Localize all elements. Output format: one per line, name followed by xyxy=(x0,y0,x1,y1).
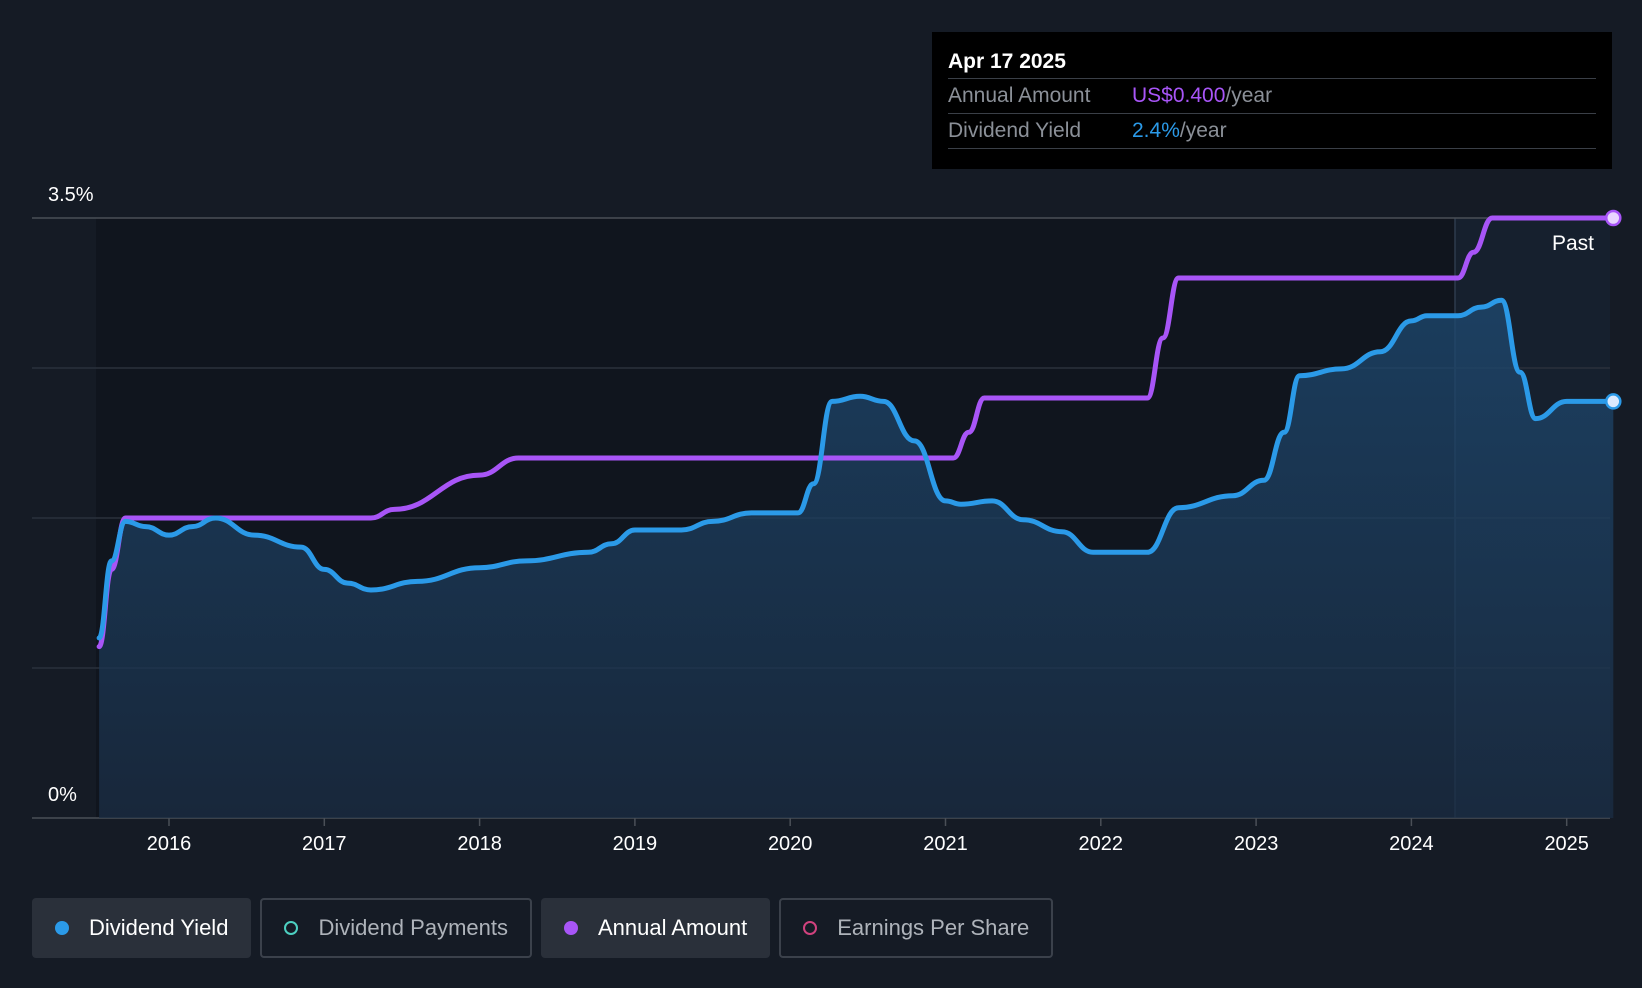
x-tick-label: 2023 xyxy=(1234,833,1279,855)
y-axis-bottom-label: 0% xyxy=(48,784,77,806)
x-tick-label: 2017 xyxy=(302,833,347,855)
dividend-yield-line xyxy=(96,297,1616,641)
dividend-yield-end-marker xyxy=(1605,393,1622,410)
tooltip-date: Apr 17 2025 xyxy=(948,50,1066,73)
tooltip-label: Annual Amount xyxy=(948,84,1091,107)
tooltip-suffix: /year xyxy=(1225,84,1273,107)
past-label: Past xyxy=(1552,232,1594,255)
legend-ring-icon xyxy=(284,921,299,935)
x-tick-label: 2022 xyxy=(1079,833,1124,855)
legend-dividend-payments-button[interactable]: Dividend Payments xyxy=(260,898,532,958)
tooltip-suffix: /year xyxy=(1179,119,1227,142)
y-axis-top-label: 3.5% xyxy=(48,184,94,206)
legend-ring-icon xyxy=(803,921,818,935)
tooltip-row-annual-amount: Annual Amount US$0.400 /year xyxy=(948,78,1596,113)
annual-amount-end-marker xyxy=(1605,209,1622,227)
legend-label: Dividend Payments xyxy=(318,915,508,940)
tooltip-value: US$0.400 xyxy=(1132,84,1226,107)
legend-dot-icon xyxy=(563,921,578,935)
legend-label: Dividend Yield xyxy=(89,915,229,940)
dividend-yield-area xyxy=(99,300,1614,818)
legend-dividend-yield-button[interactable]: Dividend Yield xyxy=(32,898,252,958)
x-tick-label: 2018 xyxy=(457,833,502,855)
x-tick-label: 2024 xyxy=(1389,833,1434,855)
tooltip-value: 2.4% xyxy=(1132,119,1180,142)
x-axis-ticks: 2016 2017 2018 2019 2020 2021 2022 2023 2024 2025 xyxy=(147,818,1589,855)
legend-dot-icon xyxy=(55,921,69,935)
legend-label: Earnings Per Share xyxy=(837,915,1030,940)
x-tick-label: 2020 xyxy=(768,833,813,855)
x-tick-label: 2016 xyxy=(147,833,192,855)
dividend-chart: 2016 2017 2018 2019 2020 2021 2022 2023 2024 2025… xyxy=(32,184,1622,855)
tooltip-label: Dividend Yield xyxy=(948,119,1082,142)
legend: Dividend Yield Dividend Payments Annual … xyxy=(32,898,1054,958)
annual-amount-line xyxy=(96,215,1616,650)
legend-annual-amount-button[interactable]: Annual Amount xyxy=(540,898,771,958)
tooltip-row-dividend-yield: Dividend Yield 2.4% /year xyxy=(948,113,1596,149)
x-tick-label: 2019 xyxy=(613,833,658,855)
legend-label: Annual Amount xyxy=(597,915,748,940)
x-tick-label: 2021 xyxy=(923,833,968,855)
legend-earnings-per-share-button[interactable]: Earnings Per Share xyxy=(779,898,1054,958)
tooltip: Apr 17 2025 Annual Amount US$0.400 /year… xyxy=(932,32,1612,169)
x-tick-label: 2025 xyxy=(1544,833,1589,855)
